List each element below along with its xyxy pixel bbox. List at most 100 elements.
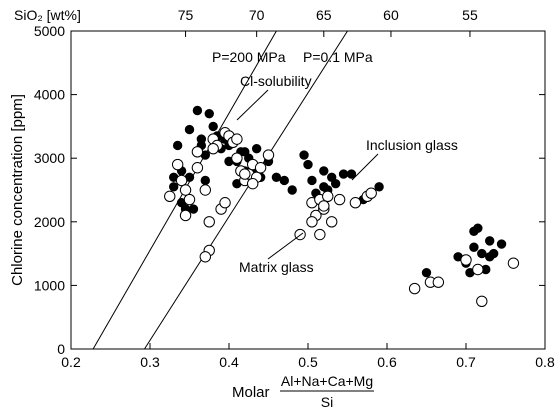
y-axis: 0 1000 2000 3000 4000 5000 bbox=[34, 23, 545, 357]
top-tick-label: 70 bbox=[249, 7, 265, 23]
data-points bbox=[164, 105, 520, 307]
top-axis: 75 70 65 60 55 bbox=[178, 7, 478, 37]
matrix-glass-point bbox=[326, 216, 338, 228]
annotation-leader bbox=[267, 232, 304, 260]
solubility-line bbox=[144, 30, 348, 350]
matrix-glass-point bbox=[219, 197, 231, 209]
y-tick-label: 5000 bbox=[34, 23, 65, 39]
top-tick-label: 60 bbox=[383, 7, 399, 23]
matrix-glass-point bbox=[231, 133, 243, 145]
matrix-glass-point bbox=[164, 190, 176, 203]
inclusion-glass-point bbox=[303, 159, 313, 170]
matrix-glass-point bbox=[191, 146, 204, 158]
x-tick-label: 0.4 bbox=[219, 354, 239, 370]
inclusion-glass-point bbox=[251, 143, 262, 154]
matrix-glass-point bbox=[183, 193, 196, 206]
matrix-glass-point bbox=[199, 251, 212, 263]
inclusion-glass-point bbox=[184, 124, 195, 135]
annotation-label: Cl-solubility bbox=[240, 73, 312, 89]
inclusion-glass-point bbox=[469, 226, 479, 237]
inclusion-glass-point bbox=[319, 182, 329, 192]
matrix-glass-point bbox=[306, 216, 318, 228]
matrix-glass-point bbox=[318, 200, 330, 212]
x-tick-label: 0.2 bbox=[61, 354, 81, 370]
plot-area bbox=[70, 30, 546, 350]
matrix-glass-point bbox=[365, 187, 377, 199]
x-tick-label: 0.8 bbox=[535, 354, 555, 370]
inclusion-glass-point bbox=[287, 185, 297, 195]
top-axis-label: SiO₂ [wt%] bbox=[14, 7, 81, 23]
y-tick-label: 2000 bbox=[34, 214, 65, 230]
matrix-glass-point bbox=[207, 142, 219, 155]
y-tick-label: 4000 bbox=[34, 87, 65, 103]
x-tick-label: 0.3 bbox=[140, 354, 160, 370]
matrix-glass-point bbox=[254, 162, 267, 174]
matrix-glass-point bbox=[314, 228, 326, 241]
inclusion-glass-point bbox=[485, 236, 495, 246]
annotation-label: P=0.1 MPa bbox=[303, 49, 373, 65]
matrix-glass-point bbox=[179, 209, 192, 222]
inclusion-glass-point bbox=[421, 267, 432, 278]
inclusion-glass-point bbox=[330, 178, 341, 189]
matrix-glass-point bbox=[322, 190, 334, 203]
x-axis-label-denominator: Si bbox=[321, 394, 333, 410]
matrix-glass-point bbox=[472, 263, 484, 276]
annotation-leader bbox=[351, 153, 379, 181]
inclusion-glass-point bbox=[208, 121, 218, 132]
inclusion-glass-point bbox=[496, 239, 507, 249]
inclusion-glass-point bbox=[192, 105, 203, 116]
matrix-glass-point bbox=[333, 193, 346, 206]
annotation-label: Inclusion glass bbox=[366, 137, 458, 153]
inclusion-glass-point bbox=[469, 242, 479, 252]
matrix-glass-point bbox=[460, 254, 472, 266]
inclusion-glass-point bbox=[307, 175, 317, 186]
top-tick-label: 65 bbox=[316, 7, 332, 23]
x-tick-label: 0.5 bbox=[298, 354, 318, 370]
inclusion-glass-point bbox=[279, 175, 289, 186]
annotation-leader bbox=[236, 89, 269, 121]
y-axis-label: Chlorine concentration [ppm] bbox=[9, 94, 26, 286]
inclusion-glass-point bbox=[200, 175, 211, 186]
x-axis: 0.2 0.3 0.4 0.5 0.6 0.7 0.8 bbox=[61, 343, 555, 370]
x-tick-label: 0.6 bbox=[377, 354, 397, 370]
inclusion-glass-point bbox=[374, 182, 384, 192]
inclusion-glass-point bbox=[485, 252, 495, 262]
inclusion-glass-point bbox=[172, 140, 183, 151]
y-tick-label: 0 bbox=[57, 341, 65, 357]
annotation-label: P=200 MPa bbox=[212, 49, 286, 65]
matrix-glass-point bbox=[408, 282, 421, 295]
annotations: P=200 MPa P=0.1 MPa Cl-solubility Inclusion… bbox=[212, 49, 458, 275]
inclusion-glass-point bbox=[477, 248, 487, 259]
matrix-glass-point bbox=[175, 174, 188, 187]
matrix-glass-point bbox=[199, 184, 212, 196]
matrix-glass-point bbox=[179, 184, 192, 196]
top-tick-label: 55 bbox=[462, 7, 478, 23]
y-tick-label: 1000 bbox=[34, 277, 65, 293]
matrix-glass-point bbox=[203, 216, 215, 228]
matrix-glass-point bbox=[239, 168, 251, 180]
matrix-glass-point bbox=[231, 152, 243, 164]
inclusion-glass-point bbox=[169, 182, 179, 192]
matrix-glass-point bbox=[262, 149, 275, 161]
x-tick-label: 0.7 bbox=[456, 354, 476, 370]
inclusion-glass-point bbox=[240, 147, 250, 157]
inclusion-glass-point bbox=[204, 108, 214, 119]
y-tick-label: 3000 bbox=[34, 150, 65, 166]
x-axis-label-numerator: Al+Na+Ca+Mg bbox=[281, 373, 373, 389]
matrix-glass-point bbox=[476, 295, 488, 307]
inclusion-glass-point bbox=[188, 204, 199, 214]
inclusion-glass-point bbox=[346, 169, 357, 179]
inclusion-glass-point bbox=[338, 169, 349, 179]
inclusion-glass-point bbox=[299, 150, 309, 160]
matrix-glass-point bbox=[191, 162, 204, 174]
x-axis-label-prefix: Molar bbox=[232, 384, 270, 401]
matrix-glass-point bbox=[507, 257, 520, 269]
top-tick-label: 75 bbox=[178, 7, 194, 23]
matrix-glass-point bbox=[171, 158, 184, 171]
inclusion-glass-point bbox=[271, 172, 282, 182]
matrix-glass-point bbox=[247, 177, 259, 190]
inclusion-glass-point bbox=[319, 166, 329, 176]
matrix-glass-point bbox=[349, 197, 362, 209]
